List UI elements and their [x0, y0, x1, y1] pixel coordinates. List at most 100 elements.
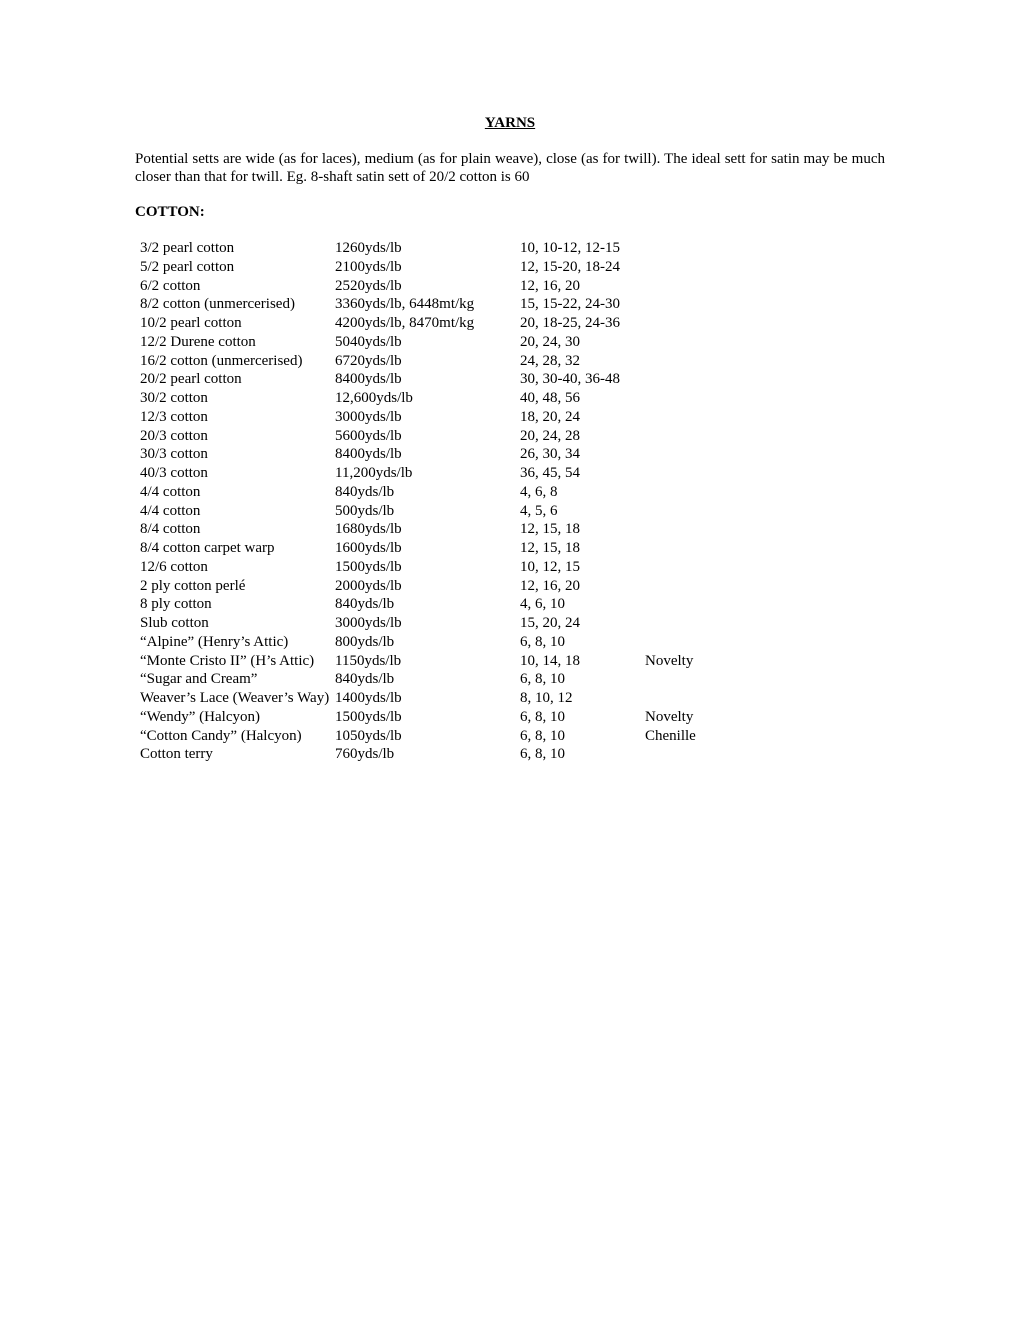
- yarn-note: [645, 745, 745, 764]
- yarn-yardage: 800yds/lb: [335, 633, 520, 652]
- yarn-note: [645, 689, 745, 708]
- yarn-yardage: 6720yds/lb: [335, 352, 520, 371]
- table-row: 8/4 cotton carpet warp1600yds/lb12, 15, …: [135, 539, 745, 558]
- yarn-name: 12/6 cotton: [135, 558, 335, 577]
- yarn-sett: 40, 48, 56: [520, 389, 645, 408]
- yarn-note: [645, 558, 745, 577]
- yarn-sett: 4, 6, 8: [520, 483, 645, 502]
- yarn-yardage: 8400yds/lb: [335, 445, 520, 464]
- yarn-yardage: 1680yds/lb: [335, 520, 520, 539]
- yarn-sett: 6, 8, 10: [520, 745, 645, 764]
- yarn-sett: 26, 30, 34: [520, 445, 645, 464]
- yarn-note: [645, 633, 745, 652]
- yarn-yardage: 500yds/lb: [335, 502, 520, 521]
- table-row: 20/2 pearl cotton8400yds/lb30, 30-40, 36…: [135, 370, 745, 389]
- yarn-note: [645, 389, 745, 408]
- yarn-yardage: 3000yds/lb: [335, 408, 520, 427]
- yarn-sett: 15, 20, 24: [520, 614, 645, 633]
- yarn-name: 8/2 cotton (unmercerised): [135, 295, 335, 314]
- yarn-yardage: 11,200yds/lb: [335, 464, 520, 483]
- intro-paragraph: Potential setts are wide (as for laces),…: [135, 150, 885, 186]
- yarn-note: [645, 295, 745, 314]
- yarn-name: “Wendy” (Halcyon): [135, 708, 335, 727]
- table-row: 2 ply cotton perlé2000yds/lb12, 16, 20: [135, 577, 745, 596]
- table-row: 30/3 cotton8400yds/lb26, 30, 34: [135, 445, 745, 464]
- yarn-name: “Sugar and Cream”: [135, 670, 335, 689]
- yarn-note: [645, 370, 745, 389]
- yarn-yardage: 5040yds/lb: [335, 333, 520, 352]
- yarn-yardage: 1500yds/lb: [335, 708, 520, 727]
- yarn-table: 3/2 pearl cotton1260yds/lb10, 10-12, 12-…: [135, 239, 745, 764]
- yarn-sett: 20, 18-25, 24-36: [520, 314, 645, 333]
- table-row: 5/2 pearl cotton2100yds/lb12, 15-20, 18-…: [135, 258, 745, 277]
- yarn-name: “Cotton Candy” (Halcyon): [135, 727, 335, 746]
- yarn-note: [645, 333, 745, 352]
- yarn-name: Cotton terry: [135, 745, 335, 764]
- yarn-name: 8/4 cotton carpet warp: [135, 539, 335, 558]
- yarn-yardage: 4200yds/lb, 8470mt/kg: [335, 314, 520, 333]
- yarn-yardage: 1150yds/lb: [335, 652, 520, 671]
- yarn-sett: 6, 8, 10: [520, 633, 645, 652]
- table-row: Cotton terry760yds/lb6, 8, 10: [135, 745, 745, 764]
- yarn-note: [645, 520, 745, 539]
- section-heading-cotton: COTTON:: [135, 204, 885, 221]
- yarn-sett: 15, 15-22, 24-30: [520, 295, 645, 314]
- yarn-name: Slub cotton: [135, 614, 335, 633]
- yarn-yardage: 2000yds/lb: [335, 577, 520, 596]
- yarn-sett: 6, 8, 10: [520, 727, 645, 746]
- yarn-name: 40/3 cotton: [135, 464, 335, 483]
- yarn-note: [645, 239, 745, 258]
- table-row: 16/2 cotton (unmercerised)6720yds/lb24, …: [135, 352, 745, 371]
- yarn-yardage: 840yds/lb: [335, 483, 520, 502]
- yarn-note: Novelty: [645, 708, 745, 727]
- yarn-sett: 30, 30-40, 36-48: [520, 370, 645, 389]
- table-row: Weaver’s Lace (Weaver’s Way)1400yds/lb8,…: [135, 689, 745, 708]
- yarn-sett: 24, 28, 32: [520, 352, 645, 371]
- yarn-sett: 8, 10, 12: [520, 689, 645, 708]
- yarn-sett: 12, 15, 18: [520, 539, 645, 558]
- table-row: “Sugar and Cream”840yds/lb6, 8, 10: [135, 670, 745, 689]
- yarn-note: [645, 670, 745, 689]
- yarn-sett: 18, 20, 24: [520, 408, 645, 427]
- table-row: 8/4 cotton1680yds/lb12, 15, 18: [135, 520, 745, 539]
- yarn-yardage: 840yds/lb: [335, 595, 520, 614]
- table-row: “Wendy” (Halcyon)1500yds/lb6, 8, 10Novel…: [135, 708, 745, 727]
- yarn-note: [645, 577, 745, 596]
- yarn-yardage: 1050yds/lb: [335, 727, 520, 746]
- document-title: YARNS: [135, 115, 885, 132]
- table-row: 8 ply cotton840yds/lb4, 6, 10: [135, 595, 745, 614]
- table-row: 20/3 cotton5600yds/lb20, 24, 28: [135, 427, 745, 446]
- yarn-sett: 12, 16, 20: [520, 277, 645, 296]
- yarn-yardage: 1600yds/lb: [335, 539, 520, 558]
- yarn-name: 5/2 pearl cotton: [135, 258, 335, 277]
- yarn-yardage: 8400yds/lb: [335, 370, 520, 389]
- table-row: 12/2 Durene cotton5040yds/lb20, 24, 30: [135, 333, 745, 352]
- table-row: 4/4 cotton500yds/lb4, 5, 6: [135, 502, 745, 521]
- yarn-note: [645, 277, 745, 296]
- yarn-name: 8/4 cotton: [135, 520, 335, 539]
- yarn-name: “Monte Cristo II” (H’s Attic): [135, 652, 335, 671]
- yarn-yardage: 5600yds/lb: [335, 427, 520, 446]
- table-row: 12/6 cotton1500yds/lb10, 12, 15: [135, 558, 745, 577]
- table-row: 3/2 pearl cotton1260yds/lb10, 10-12, 12-…: [135, 239, 745, 258]
- yarn-note: [645, 258, 745, 277]
- yarn-note: [645, 502, 745, 521]
- yarn-yardage: 2520yds/lb: [335, 277, 520, 296]
- table-row: “Monte Cristo II” (H’s Attic)1150yds/lb1…: [135, 652, 745, 671]
- yarn-note: [645, 445, 745, 464]
- table-row: 40/3 cotton11,200yds/lb36, 45, 54: [135, 464, 745, 483]
- yarn-sett: 10, 14, 18: [520, 652, 645, 671]
- yarn-name: 10/2 pearl cotton: [135, 314, 335, 333]
- yarn-sett: 6, 8, 10: [520, 670, 645, 689]
- yarn-name: 30/3 cotton: [135, 445, 335, 464]
- yarn-name: 4/4 cotton: [135, 483, 335, 502]
- yarn-note: [645, 595, 745, 614]
- yarn-note: [645, 539, 745, 558]
- yarn-name: 16/2 cotton (unmercerised): [135, 352, 335, 371]
- yarn-name: 4/4 cotton: [135, 502, 335, 521]
- yarn-sett: 36, 45, 54: [520, 464, 645, 483]
- yarn-note: [645, 314, 745, 333]
- table-row: “Cotton Candy” (Halcyon)1050yds/lb6, 8, …: [135, 727, 745, 746]
- table-row: 30/2 cotton12,600yds/lb40, 48, 56: [135, 389, 745, 408]
- yarn-yardage: 760yds/lb: [335, 745, 520, 764]
